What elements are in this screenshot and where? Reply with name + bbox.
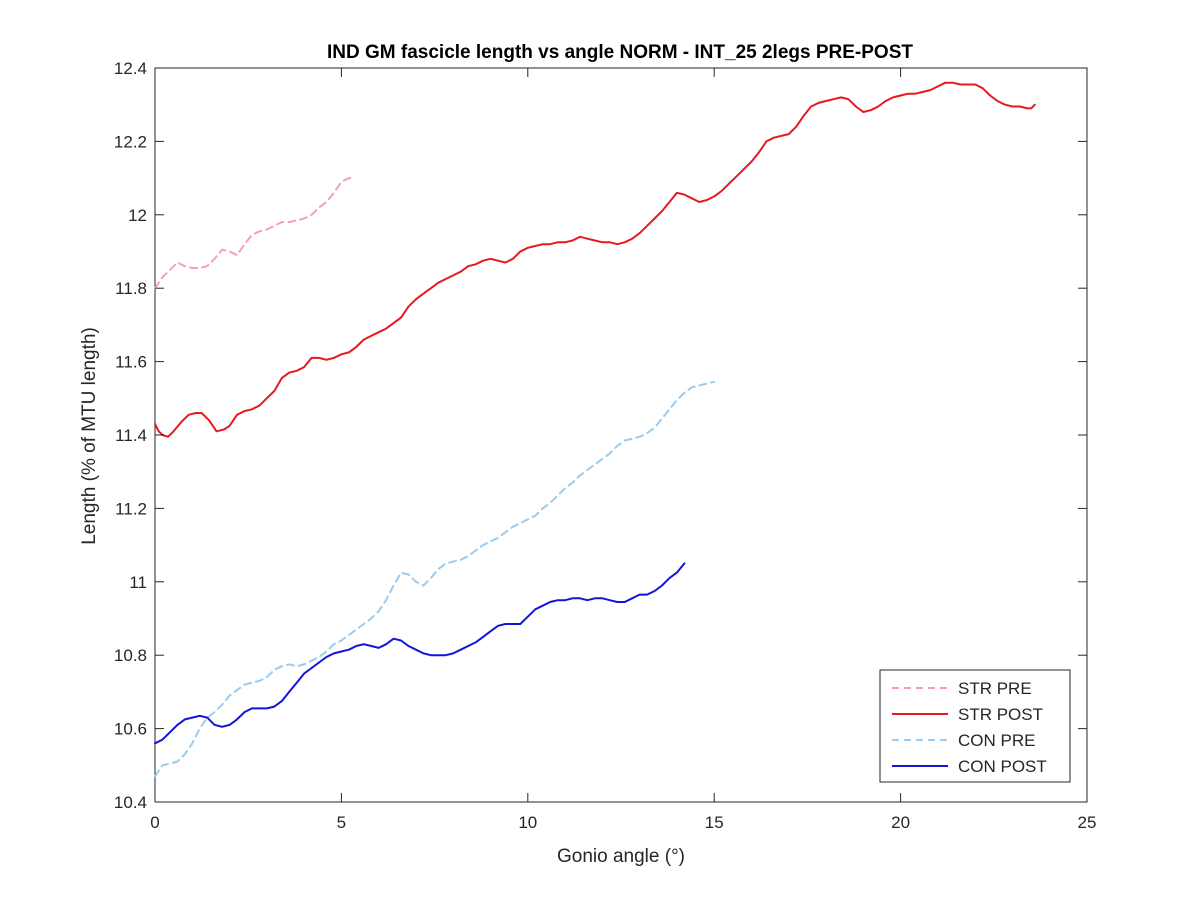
series-line-con-pre: [154, 380, 716, 778]
x-tick-label: 15: [705, 813, 724, 832]
x-tick-label: 20: [891, 813, 910, 832]
legend: STR PRE STR POST CON PRE CON POST: [879, 669, 1071, 783]
series-line-str-pre: [154, 177, 354, 290]
y-tick-label: 12.2: [114, 132, 147, 151]
y-axis-label: Length (% of MTU length): [79, 327, 100, 545]
y-tick-label: 11.2: [115, 499, 147, 518]
y-tick-label: 12: [128, 206, 147, 225]
y-tick-label: 11: [129, 573, 147, 592]
x-tick-label: 5: [337, 813, 346, 832]
y-tick-label: 10.8: [114, 646, 147, 665]
legend-items: STR PRE STR POST CON PRE CON POST: [892, 679, 1047, 776]
legend-label-con-post: CON POST: [958, 757, 1047, 776]
y-tick-label: 10.6: [114, 720, 147, 739]
y-tick-label: 11.8: [115, 279, 147, 298]
x-tick-label: 10: [518, 813, 537, 832]
series-line-con-post: [154, 562, 686, 745]
x-tick-label: 25: [1078, 813, 1097, 832]
series-layer: [154, 81, 1036, 778]
x-tick-label: 0: [150, 813, 159, 832]
chart-title: IND GM fascicle length vs angle NORM - I…: [327, 42, 913, 63]
x-axis-ticks: 0 5 10 15 20 25: [150, 68, 1096, 832]
legend-label-str-post: STR POST: [958, 705, 1043, 724]
y-tick-label: 11.4: [115, 426, 147, 445]
y-tick-label: 12.4: [114, 59, 147, 78]
legend-label-str-pre: STR PRE: [958, 679, 1032, 698]
y-axis-ticks: 10.4 10.6 10.8 11 11.2 11.4 11.6 11.8 12 12.2 12.4: [114, 59, 1087, 812]
x-axis-label: Gonio angle (°): [557, 846, 685, 867]
legend-label-con-pre: CON PRE: [958, 731, 1035, 750]
legend-box: [879, 669, 1071, 783]
series-line-str-post: [154, 81, 1036, 438]
y-tick-label: 11.6: [115, 353, 147, 372]
y-tick-label: 10.4: [114, 793, 147, 812]
